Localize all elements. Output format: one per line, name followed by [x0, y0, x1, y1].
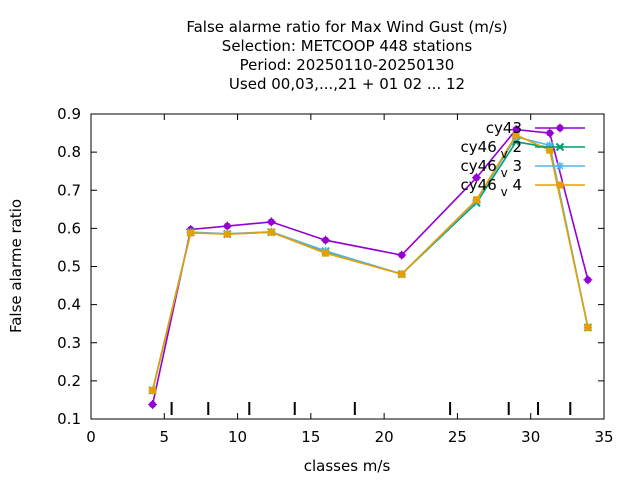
- series-layer: [148, 125, 593, 410]
- x-tick-label: 25: [448, 428, 467, 446]
- y-tick-label: 0.2: [57, 372, 81, 390]
- data-point-cy43: [545, 128, 555, 138]
- y-tick-label: 0.5: [57, 258, 81, 276]
- series-cy46_v4: [149, 131, 592, 394]
- legend-label: cy43: [486, 119, 522, 137]
- y-tick-label: 0.3: [57, 334, 81, 352]
- data-point-cy43: [583, 275, 593, 285]
- x-tick-label: 10: [228, 428, 247, 446]
- data-point-cy43: [321, 235, 331, 245]
- x-axis-label: classes m/s: [304, 457, 391, 475]
- legend-swatch-marker: [556, 162, 564, 170]
- series-line-cy46_v3: [151, 135, 589, 391]
- data-point-cy46_v4: [472, 196, 480, 204]
- data-point-cy46_v4: [267, 228, 275, 236]
- series-cy43: [148, 125, 593, 410]
- title-line-3: Period: 20250110-20250130: [240, 56, 455, 74]
- data-point-cy43: [266, 217, 276, 227]
- data-point-cy46_v4: [322, 249, 330, 257]
- legend-swatch-marker: [555, 123, 565, 133]
- x-tick-label: 5: [160, 428, 170, 446]
- y-axis-label: False alarme ratio: [7, 199, 25, 333]
- y-tick-label: 0.9: [57, 105, 81, 123]
- title-line-1: False alarme ratio for Max Wind Gust (m/…: [186, 18, 507, 36]
- legend-swatch-marker: [556, 181, 564, 189]
- title-line-4: Used 00,03,...,21 + 01 02 ... 12: [229, 75, 465, 93]
- series-cy46_v3: [148, 132, 592, 395]
- data-point-cy43: [471, 173, 481, 183]
- x-tick-label: 15: [301, 428, 320, 446]
- data-point-cy43: [222, 221, 232, 231]
- plot-frame: [90, 113, 605, 420]
- series-line-cy46_v4: [151, 133, 589, 391]
- data-point-cy46_v4: [584, 324, 592, 331]
- legend-item-cy46_v2: cy46 v 2: [461, 138, 585, 161]
- data-point-cy46_v4: [187, 229, 195, 237]
- legend-label: cy46 v 2: [461, 138, 522, 161]
- legend-item-cy46_v4: cy46 v 4: [461, 176, 585, 199]
- legend-swatch-marker: [555, 142, 565, 152]
- data-point-cy46_v4: [546, 146, 554, 154]
- title-line-2: Selection: METCOOP 448 stations: [222, 37, 473, 55]
- data-point-cy46_v4: [398, 270, 406, 278]
- axis-ticks: 0 5 10 15 20 25 30 35 0.1 0.2 0.3 0.4 0.5 0.6 0.7 0.8 0.…: [57, 105, 613, 446]
- y-tick-label: 0.4: [57, 296, 81, 314]
- data-point-cy46_v4: [512, 131, 520, 139]
- series-line-cy43: [151, 128, 589, 405]
- data-point-cy46_v4: [223, 230, 231, 238]
- data-point-cy43: [148, 400, 158, 410]
- y-tick-label: 0.8: [57, 143, 81, 161]
- legend-label: cy46 v 3: [461, 157, 522, 180]
- chart-title: False alarme ratio for Max Wind Gust (m/…: [186, 18, 507, 93]
- legend-item-cy43: cy43: [486, 119, 585, 137]
- class-boundary-marks: [170, 402, 572, 415]
- y-tick-label: 0.1: [57, 410, 81, 428]
- y-tick-label: 0.7: [57, 181, 81, 199]
- x-tick-label: 30: [521, 428, 540, 446]
- legend-label: cy46 v 4: [461, 176, 522, 199]
- x-tick-label: 0: [86, 428, 96, 446]
- legend-item-cy46_v3: cy46 v 3: [461, 157, 585, 180]
- y-tick-label: 0.6: [57, 219, 81, 237]
- data-point-cy46_v4: [149, 386, 157, 394]
- x-tick-label: 35: [594, 428, 613, 446]
- data-point-cy43: [397, 250, 407, 260]
- x-tick-label: 20: [375, 428, 394, 446]
